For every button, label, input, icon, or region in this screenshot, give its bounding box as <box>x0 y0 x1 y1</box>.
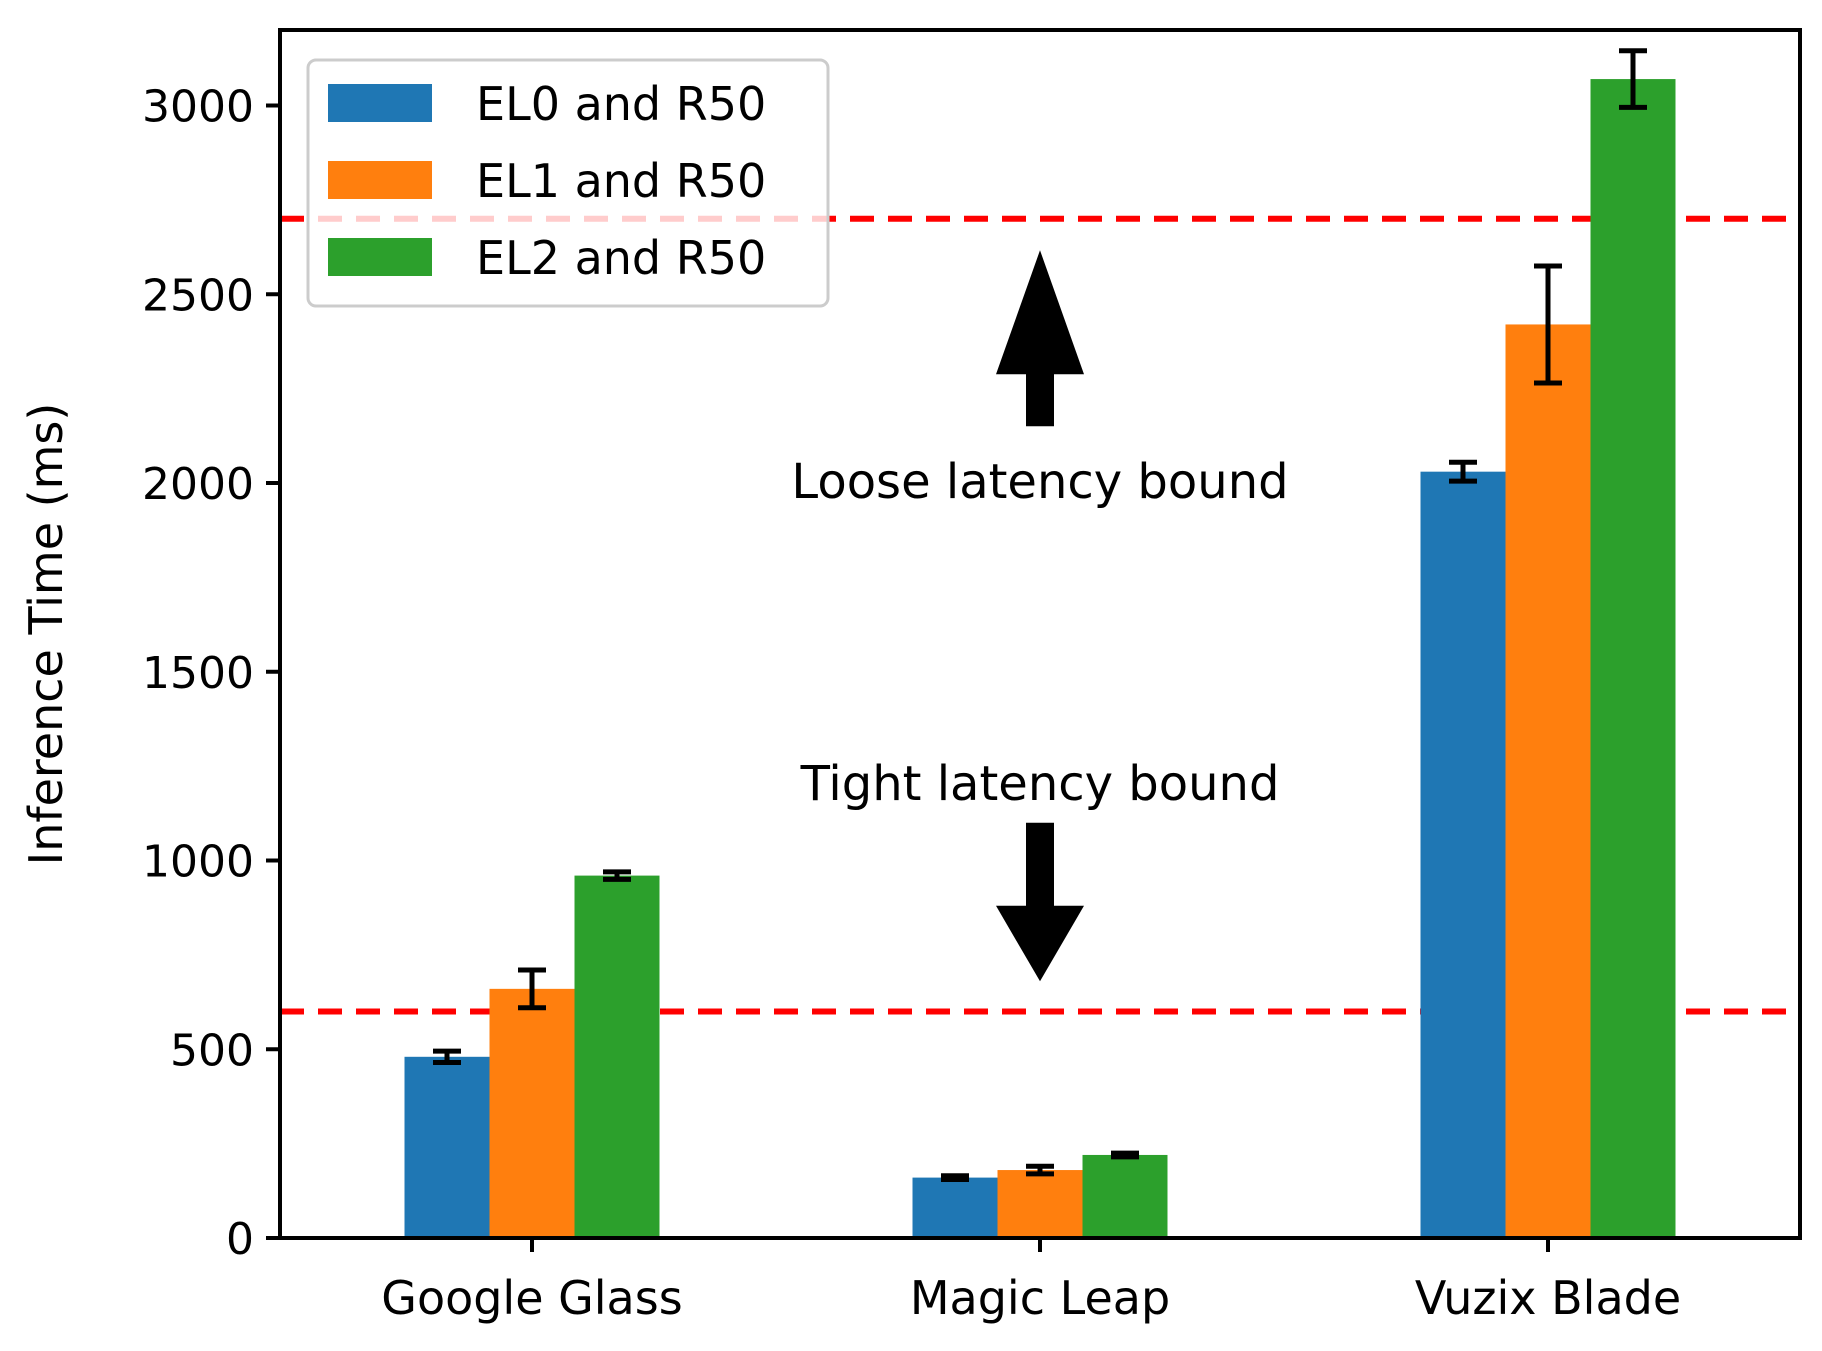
error-bar-magic-leap-series-2 <box>1026 1163 1054 1177</box>
x-tick-label: Google Glass <box>381 1271 682 1325</box>
x-tick-label: Magic Leap <box>910 1271 1170 1325</box>
legend-swatch-series-3 <box>328 238 432 276</box>
error-bars <box>433 48 1647 1182</box>
tight-arrow-shaft <box>1026 822 1054 919</box>
error-bar-google-glass-series-3 <box>603 869 631 882</box>
bar-vuzix-blade-series-2 <box>1505 324 1591 1238</box>
y-tick-label: 2000 <box>142 459 254 510</box>
y-tick-label: 500 <box>170 1025 254 1076</box>
y-tick-label: 1000 <box>142 837 254 888</box>
bars <box>404 79 1676 1239</box>
legend-swatch-series-1 <box>328 84 432 122</box>
bar-magic-leap-series-1 <box>912 1177 998 1238</box>
x-tick-label: Vuzix Blade <box>1415 1271 1681 1325</box>
bar-google-glass-series-2 <box>489 988 575 1238</box>
legend: EL0 and R50 EL1 and R50 EL2 and R50 <box>306 58 830 308</box>
error-bar-magic-leap-series-1 <box>941 1173 969 1182</box>
legend-frame <box>306 58 830 308</box>
bar-magic-leap-series-2 <box>997 1170 1083 1238</box>
bar-vuzix-blade-series-3 <box>1590 79 1676 1239</box>
y-tick-label: 0 <box>226 1214 254 1265</box>
error-bar-magic-leap-series-3 <box>1111 1150 1139 1160</box>
loose-arrow-head <box>996 250 1084 375</box>
y-tick-label: 3000 <box>142 82 254 133</box>
bar-google-glass-series-3 <box>574 875 660 1238</box>
annotation-loose-text: Loose latency bound <box>791 454 1288 510</box>
bar-google-glass-series-1 <box>404 1056 490 1238</box>
legend-label-series-2: EL1 and R50 <box>476 154 766 208</box>
tight-arrow-head <box>996 905 1084 982</box>
y-tick-label: 1500 <box>142 648 254 699</box>
axes: 0 500 1000 1500 2000 2500 3000 Google Glass Magi… <box>142 28 1802 1325</box>
error-bar-vuzix-blade-series-3 <box>1619 48 1647 110</box>
annotation-tight-text: Tight latency bound <box>800 756 1280 812</box>
error-bar-google-glass-series-2 <box>518 967 546 1011</box>
legend-label-series-3: EL2 and R50 <box>476 231 766 285</box>
y-tick-label: 2500 <box>142 270 254 321</box>
bar-magic-leap-series-3 <box>1082 1154 1168 1238</box>
y-axis-label: Inference Time (ms) <box>19 403 73 866</box>
error-bar-vuzix-blade-series-2 <box>1534 263 1562 386</box>
error-bar-vuzix-blade-series-1 <box>1449 459 1477 484</box>
bar-vuzix-blade-series-1 <box>1420 471 1506 1238</box>
error-bar-google-glass-series-1 <box>433 1048 461 1065</box>
legend-label-series-1: EL0 and R50 <box>476 77 766 131</box>
annotations: Loose latency bound Tight latency bound <box>791 250 1289 982</box>
legend-swatch-series-2 <box>328 161 432 199</box>
